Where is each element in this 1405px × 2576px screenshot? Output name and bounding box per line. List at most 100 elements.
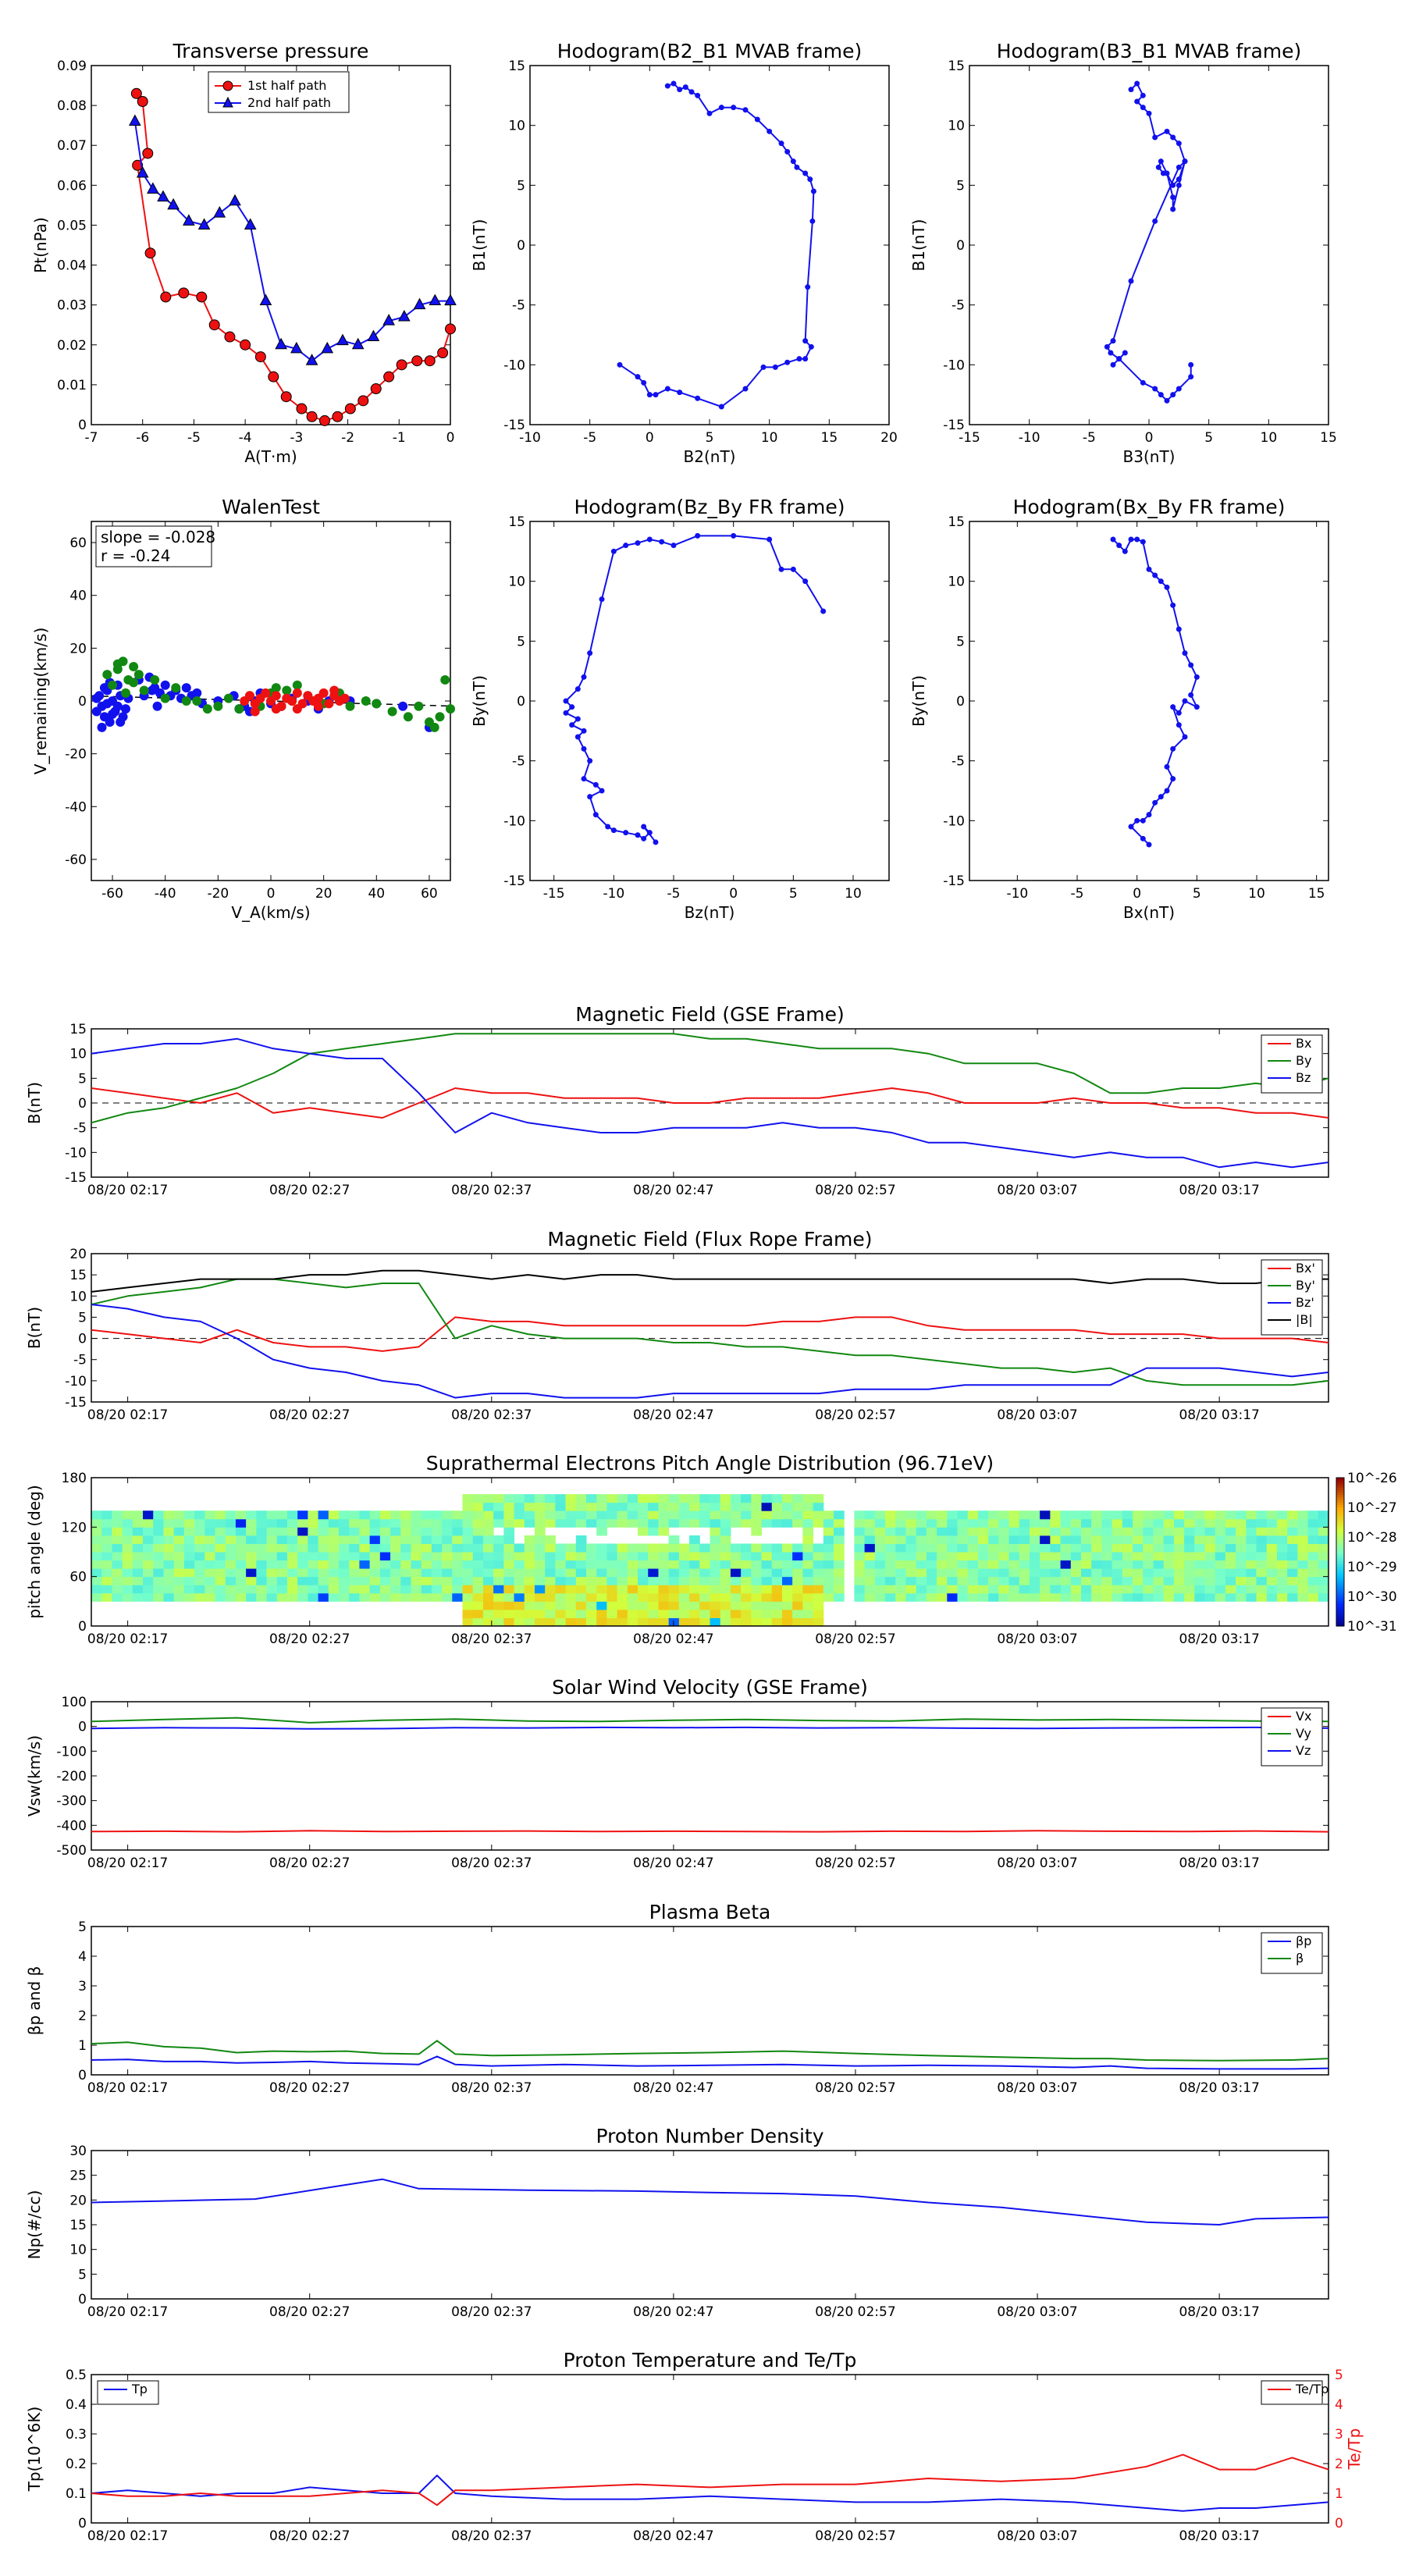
- heatmap-cell: [638, 1527, 649, 1536]
- data-point: [292, 704, 302, 714]
- heatmap-cell: [545, 1552, 556, 1561]
- heatmap-cell: [183, 1552, 195, 1561]
- heatmap-cell: [699, 1609, 710, 1618]
- x-tick-label: 5: [706, 430, 714, 446]
- heatmap-cell: [741, 1502, 752, 1511]
- heatmap-cell: [256, 1592, 268, 1602]
- data-point: [808, 343, 814, 350]
- heatmap-cell: [452, 1510, 463, 1520]
- data-point: [754, 116, 760, 123]
- heatmap-cell: [874, 1552, 886, 1561]
- colorbar-step: [1336, 1586, 1344, 1590]
- data-point: [587, 794, 593, 800]
- heatmap-cell: [545, 1535, 556, 1544]
- legend-label: Bz': [1296, 1295, 1314, 1310]
- series-line-1: [91, 2040, 1329, 2062]
- heatmap-cell: [514, 1585, 525, 1594]
- data-point: [1170, 182, 1176, 188]
- heatmap-cell: [813, 1494, 824, 1503]
- heatmap-cell: [1276, 1518, 1288, 1528]
- heatmap-cell: [937, 1543, 948, 1553]
- heatmap-cell: [720, 1552, 731, 1561]
- heatmap-cell: [246, 1535, 257, 1544]
- heatmap-cell: [132, 1552, 144, 1561]
- heatmap-cell: [112, 1585, 123, 1594]
- heatmap-cell: [771, 1576, 783, 1585]
- data-point: [1122, 548, 1128, 554]
- heatmap-cell: [916, 1543, 927, 1553]
- data-point: [772, 364, 778, 370]
- heatmap-cell: [534, 1617, 546, 1627]
- heatmap-cell: [575, 1518, 587, 1528]
- heatmap-cell: [905, 1552, 917, 1561]
- data-point: [1188, 374, 1194, 380]
- heatmap-cell: [400, 1543, 411, 1553]
- heatmap-cell: [751, 1617, 763, 1627]
- heatmap-cell: [112, 1527, 123, 1536]
- heatmap-cell: [638, 1601, 649, 1610]
- heatmap-cell: [112, 1576, 123, 1585]
- heatmap-cell: [400, 1576, 411, 1585]
- colorbar-step: [1336, 1478, 1344, 1481]
- heatmap-cell: [1266, 1576, 1278, 1585]
- heatmap-cell: [937, 1518, 948, 1528]
- heatmap-cell: [452, 1518, 463, 1528]
- data-point: [136, 165, 149, 178]
- heatmap-cell: [617, 1502, 628, 1511]
- heatmap-cell: [957, 1543, 969, 1553]
- heatmap-cell: [1236, 1510, 1247, 1520]
- heatmap-cell: [802, 1527, 814, 1536]
- heatmap-cell: [1122, 1592, 1133, 1602]
- heatmap-cell: [771, 1510, 783, 1520]
- heatmap-cell: [101, 1585, 112, 1594]
- heatmap-cell: [143, 1527, 154, 1536]
- heatmap-cell: [1029, 1576, 1040, 1585]
- heatmap-cell: [1236, 1576, 1247, 1585]
- heatmap-cell: [1163, 1576, 1175, 1585]
- heatmap-cell: [122, 1543, 133, 1553]
- heatmap-cell: [1194, 1560, 1205, 1569]
- heatmap-cell: [1184, 1527, 1195, 1536]
- heatmap-cell: [1153, 1560, 1165, 1569]
- heatmap-cell: [318, 1592, 329, 1602]
- heatmap-cell: [937, 1535, 948, 1544]
- heatmap-cell: [678, 1617, 690, 1627]
- y-tick-label: 0.5: [66, 2368, 87, 2383]
- heatmap-cell: [163, 1592, 175, 1602]
- heatmap-cell: [617, 1585, 628, 1594]
- heatmap-cell: [276, 1510, 288, 1520]
- heatmap-cell: [596, 1552, 607, 1561]
- heatmap-cell: [1163, 1535, 1175, 1544]
- heatmap-cell: [658, 1494, 670, 1503]
- x-tick-label: 08/20 03:07: [997, 1631, 1077, 1647]
- heatmap-cell: [998, 1518, 1010, 1528]
- heatmap-cell: [503, 1568, 515, 1578]
- heatmap-cell: [1081, 1576, 1092, 1585]
- heatmap-cell: [792, 1585, 803, 1594]
- heatmap-cell: [617, 1543, 628, 1553]
- data-point: [574, 734, 581, 740]
- heatmap-cell: [246, 1560, 257, 1569]
- heatmap-cell: [1256, 1518, 1268, 1528]
- heatmap-cell: [1194, 1518, 1205, 1528]
- data-point: [731, 532, 737, 539]
- heatmap-cell: [286, 1543, 298, 1553]
- heatmap-cell: [555, 1601, 567, 1610]
- heatmap-cell: [638, 1502, 649, 1511]
- heatmap-cell: [91, 1518, 102, 1528]
- heatmap-cell: [297, 1518, 308, 1528]
- chart-title: WalenTest: [222, 496, 320, 518]
- heatmap-cell: [596, 1510, 607, 1520]
- heatmap-cell: [834, 1535, 845, 1544]
- data-point: [102, 699, 112, 709]
- heatmap-cell: [771, 1601, 783, 1610]
- y-tick-label: -5: [951, 754, 965, 770]
- data-point: [1140, 92, 1146, 98]
- heatmap-cell: [369, 1527, 381, 1536]
- heatmap-cell: [874, 1527, 886, 1536]
- heatmap-cell: [802, 1510, 814, 1520]
- heatmap-cell: [648, 1601, 659, 1610]
- heatmap-cell: [710, 1494, 721, 1503]
- data-point: [116, 717, 126, 728]
